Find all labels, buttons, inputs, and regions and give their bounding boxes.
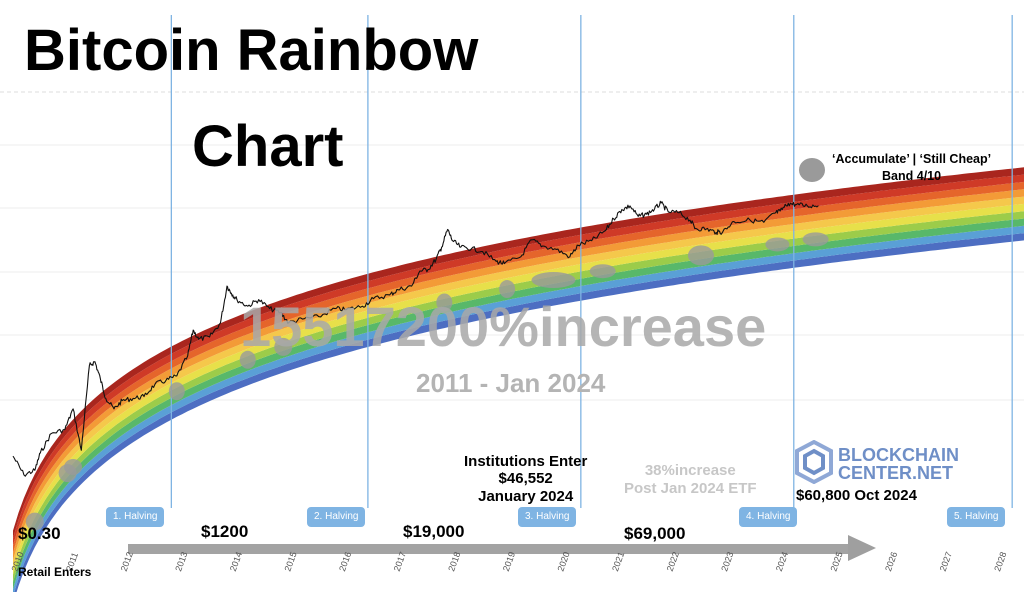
institutions-note-line1: Institutions Enter [464, 453, 588, 470]
etf-note: 38%increase Post Jan 2024 ETF [624, 462, 757, 498]
blockchain-center-logo-icon [794, 439, 834, 489]
accumulate-highlight-13 [802, 232, 829, 247]
institutions-note-line2: $46,552 [498, 470, 553, 488]
retail-enters-note: Retail Enters [18, 565, 92, 579]
halving-badge-5: 5. Halving [947, 507, 1006, 527]
accumulate-highlight-3 [64, 459, 83, 476]
institutions-note: Institutions Enter $46,552 January 2024 [464, 453, 587, 505]
halving-lines [170, 15, 1013, 508]
price-label-1: $1200 [201, 522, 249, 541]
rainbow-band-10 [13, 167, 1024, 538]
x-tick-2028: 2028 [992, 550, 1008, 572]
rainbow-band-2 [13, 225, 1024, 597]
timeline-arrow-shaft [128, 544, 848, 554]
x-tick-2027: 2027 [938, 550, 954, 572]
timeline-arrow [128, 535, 876, 561]
blockchain-center-logo-text: BLOCKCHAIN CENTER.NET [838, 446, 959, 482]
rainbow-band-5 [13, 203, 1024, 575]
oct-2024-note: $60,800 Oct 2024 [796, 487, 917, 504]
rainbow-band-9 [13, 174, 1024, 546]
legend-dot [799, 158, 825, 182]
x-tick-2012: 2012 [119, 550, 135, 572]
accumulate-highlight-8 [499, 280, 516, 299]
legend-label-line1: ‘Accumulate’ | ‘Still Cheap’ [832, 152, 992, 166]
rainbow-band-6 [13, 196, 1024, 568]
chart-title-line2: Chart [192, 114, 344, 179]
accumulate-highlight-10 [589, 264, 616, 279]
btc-price-path [12, 200, 819, 477]
rainbow-band-3 [13, 218, 1024, 590]
price-label-3: $69,000 [624, 524, 686, 543]
accumulate-highlight-4 [168, 382, 185, 401]
legend-label: ‘Accumulate’ | ‘Still Cheap’ Band 4/10 [832, 151, 991, 185]
rainbow-bands [13, 167, 1024, 597]
etf-note-line1: 38%increase [644, 462, 736, 479]
institutions-note-line3: January 2024 [478, 487, 574, 505]
chart-title-line1: Bitcoin Rainbow [24, 18, 479, 83]
accumulate-highlight-12 [765, 237, 790, 252]
halving-badge-1: 1. Halving [106, 507, 165, 527]
halving-badge-3: 3. Halving [518, 507, 577, 527]
date-range-watermark: 2011 - Jan 2024 [416, 368, 606, 398]
halving-badge-2: 2. Halving [307, 507, 366, 527]
accumulate-highlight-5 [239, 350, 256, 369]
price-line [12, 200, 819, 477]
price-label-0: $0.30 [18, 524, 61, 543]
etf-note-line2: Post Jan 2024 ETF [624, 480, 757, 497]
accumulate-highlight-7 [436, 293, 453, 312]
increase-watermark: 15517200%increase [240, 295, 767, 358]
price-label-2: $19,000 [403, 522, 465, 541]
accumulate-highlight-11 [687, 245, 714, 266]
logo-line1: BLOCKCHAIN [838, 445, 959, 465]
logo-line2: CENTER.NET [838, 463, 954, 483]
legend-label-line2: Band 4/10 [882, 168, 942, 183]
x-tick-2026: 2026 [883, 550, 899, 572]
accumulate-highlight-1 [25, 512, 44, 531]
rainbow-band-8 [13, 181, 1024, 553]
accumulate-highlight-9 [531, 272, 576, 289]
rainbow-band-4 [13, 211, 1024, 582]
accumulate-highlights [25, 232, 829, 531]
halving-badge-4: 4. Halving [739, 507, 798, 527]
accumulate-highlight-6 [274, 337, 293, 356]
rainbow-band-1 [13, 233, 1024, 597]
rainbow-band-7 [13, 189, 1024, 560]
